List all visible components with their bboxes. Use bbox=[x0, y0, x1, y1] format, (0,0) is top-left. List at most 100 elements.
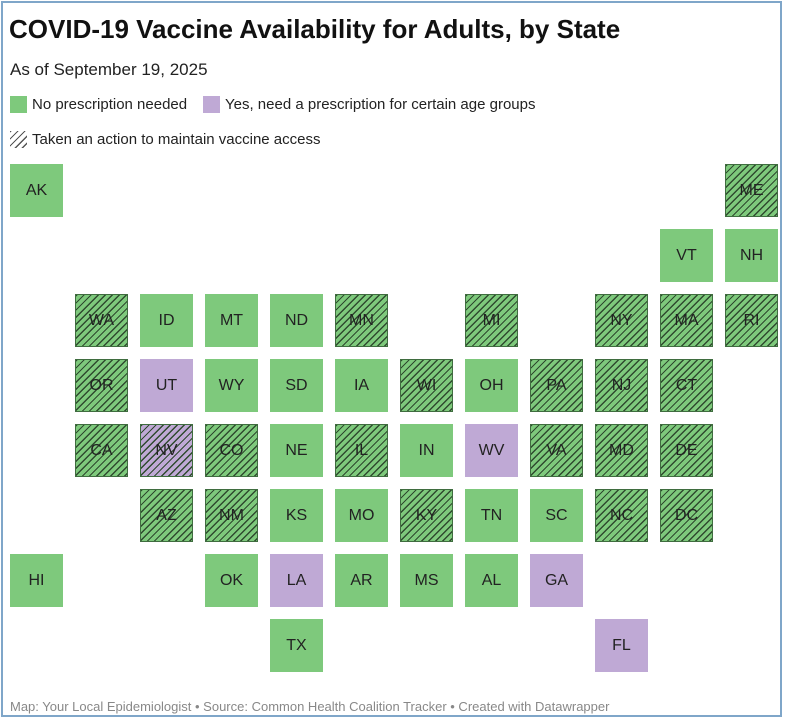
state-label: IN bbox=[418, 441, 435, 459]
legend-swatch-hatch bbox=[10, 131, 27, 148]
state-label: NE bbox=[285, 441, 308, 459]
state-tile-wi[interactable]: WI bbox=[400, 359, 453, 412]
legend-label: No prescription needed bbox=[32, 96, 188, 113]
state-tile-or[interactable]: OR bbox=[75, 359, 128, 412]
state-label: VT bbox=[676, 246, 697, 264]
state-tile-ak[interactable]: AK bbox=[10, 164, 63, 217]
state-label: MS bbox=[414, 571, 439, 589]
state-tile-vt[interactable]: VT bbox=[660, 229, 713, 282]
state-tile-sc[interactable]: SC bbox=[530, 489, 583, 542]
state-tile-nv[interactable]: NV bbox=[140, 424, 193, 477]
state-label: OH bbox=[479, 376, 504, 394]
state-tile-ct[interactable]: CT bbox=[660, 359, 713, 412]
state-label: DC bbox=[674, 506, 699, 524]
state-label: AZ bbox=[156, 506, 177, 524]
state-tile-mn[interactable]: MN bbox=[335, 294, 388, 347]
state-tile-hi[interactable]: HI bbox=[10, 554, 63, 607]
state-tile-ny[interactable]: NY bbox=[595, 294, 648, 347]
state-label: MA bbox=[674, 311, 699, 329]
state-label: NV bbox=[155, 441, 178, 459]
state-label: CT bbox=[675, 376, 698, 394]
state-tile-va[interactable]: VA bbox=[530, 424, 583, 477]
state-tile-ar[interactable]: AR bbox=[335, 554, 388, 607]
state-tile-pa[interactable]: PA bbox=[530, 359, 583, 412]
state-tile-mi[interactable]: MI bbox=[465, 294, 518, 347]
legend-swatch-purple bbox=[203, 96, 220, 113]
state-tile-ms[interactable]: MS bbox=[400, 554, 453, 607]
state-label: OR bbox=[89, 376, 114, 394]
state-tile-ne[interactable]: NE bbox=[270, 424, 323, 477]
state-label: VA bbox=[546, 441, 567, 459]
state-tile-id[interactable]: ID bbox=[140, 294, 193, 347]
legend-item-action-taken: Taken an action to maintain vaccine acce… bbox=[10, 131, 321, 148]
legend-item-prescription-required: Yes, need a prescription for certain age… bbox=[203, 96, 535, 113]
chart-subtitle: As of September 19, 2025 bbox=[10, 60, 208, 79]
state-label: CA bbox=[90, 441, 113, 459]
state-tile-wa[interactable]: WA bbox=[75, 294, 128, 347]
state-tile-nc[interactable]: NC bbox=[595, 489, 648, 542]
state-label: MI bbox=[482, 311, 501, 329]
state-label: ID bbox=[158, 311, 175, 329]
state-tile-ut[interactable]: UT bbox=[140, 359, 193, 412]
state-tile-tx[interactable]: TX bbox=[270, 619, 323, 672]
state-tile-nj[interactable]: NJ bbox=[595, 359, 648, 412]
state-label: AL bbox=[481, 571, 502, 589]
state-label: NC bbox=[609, 506, 634, 524]
state-label: AK bbox=[25, 181, 48, 199]
state-label: WI bbox=[416, 376, 437, 394]
state-tile-ca[interactable]: CA bbox=[75, 424, 128, 477]
state-tile-co[interactable]: CO bbox=[205, 424, 258, 477]
state-label: UT bbox=[155, 376, 178, 394]
state-tile-me[interactable]: ME bbox=[725, 164, 778, 217]
state-tile-md[interactable]: MD bbox=[595, 424, 648, 477]
state-label: WY bbox=[218, 376, 245, 394]
state-tile-nd[interactable]: ND bbox=[270, 294, 323, 347]
state-tile-ma[interactable]: MA bbox=[660, 294, 713, 347]
state-tile-ri[interactable]: RI bbox=[725, 294, 778, 347]
state-label: MN bbox=[349, 311, 374, 329]
state-label: MD bbox=[609, 441, 634, 459]
state-label: LA bbox=[286, 571, 307, 589]
legend-swatch-green bbox=[10, 96, 27, 113]
state-tile-ga[interactable]: GA bbox=[530, 554, 583, 607]
state-label: TN bbox=[480, 506, 503, 524]
state-tile-oh[interactable]: OH bbox=[465, 359, 518, 412]
state-tile-mo[interactable]: MO bbox=[335, 489, 388, 542]
state-tile-wv[interactable]: WV bbox=[465, 424, 518, 477]
state-tile-az[interactable]: AZ bbox=[140, 489, 193, 542]
state-label: DE bbox=[675, 441, 698, 459]
legend-item-no-prescription: No prescription needed bbox=[10, 96, 187, 113]
state-tile-sd[interactable]: SD bbox=[270, 359, 323, 412]
state-label: MT bbox=[219, 311, 244, 329]
state-tile-nm[interactable]: NM bbox=[205, 489, 258, 542]
state-label: OK bbox=[219, 571, 244, 589]
state-tile-ks[interactable]: KS bbox=[270, 489, 323, 542]
state-tile-il[interactable]: IL bbox=[335, 424, 388, 477]
state-tile-de[interactable]: DE bbox=[660, 424, 713, 477]
state-tile-ok[interactable]: OK bbox=[205, 554, 258, 607]
state-label: NY bbox=[610, 311, 633, 329]
state-label: HI bbox=[28, 571, 45, 589]
state-tile-wy[interactable]: WY bbox=[205, 359, 258, 412]
state-tile-ky[interactable]: KY bbox=[400, 489, 453, 542]
state-label: FL bbox=[612, 636, 631, 654]
state-label: WA bbox=[88, 311, 115, 329]
state-tile-tn[interactable]: TN bbox=[465, 489, 518, 542]
state-tile-nh[interactable]: NH bbox=[725, 229, 778, 282]
state-label: IA bbox=[353, 376, 370, 394]
state-tile-dc[interactable]: DC bbox=[660, 489, 713, 542]
state-tile-fl[interactable]: FL bbox=[595, 619, 648, 672]
legend-label: Yes, need a prescription for certain age… bbox=[225, 96, 536, 113]
state-label: MO bbox=[348, 506, 375, 524]
state-label: ME bbox=[739, 181, 764, 199]
state-label: AR bbox=[350, 571, 373, 589]
state-tile-la[interactable]: LA bbox=[270, 554, 323, 607]
state-tile-mt[interactable]: MT bbox=[205, 294, 258, 347]
state-tile-ia[interactable]: IA bbox=[335, 359, 388, 412]
state-tile-in[interactable]: IN bbox=[400, 424, 453, 477]
state-label: IL bbox=[354, 441, 369, 459]
footer-credit: Map: Your Local Epidemiologist • Source:… bbox=[10, 699, 610, 714]
state-tile-al[interactable]: AL bbox=[465, 554, 518, 607]
state-label: KS bbox=[285, 506, 308, 524]
